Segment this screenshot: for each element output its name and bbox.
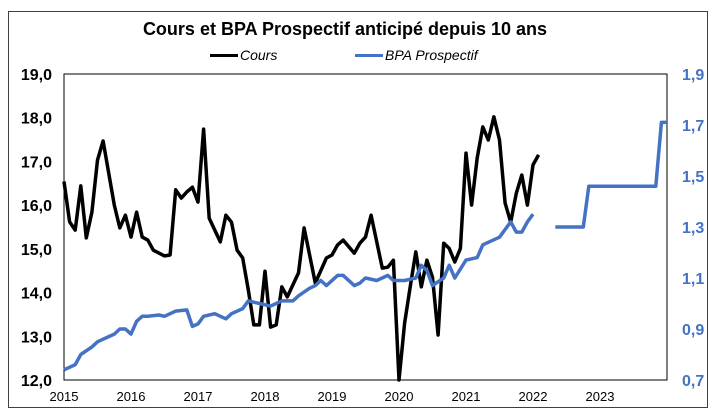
x-tick-label: 2017 — [184, 389, 213, 404]
plot-area — [63, 73, 668, 381]
x-tick-label: 2019 — [318, 389, 347, 404]
legend-swatch-cours — [210, 53, 238, 57]
y-right-tick-label: 1,1 — [682, 271, 704, 288]
x-tick-label: 2015 — [50, 389, 79, 404]
y-left-tick-label: 14,0 — [21, 286, 52, 303]
legend-swatch-bpa — [355, 53, 383, 57]
x-tick-label: 2021 — [452, 389, 481, 404]
chart-title: Cours et BPA Prospectif anticipé depuis … — [142, 19, 548, 39]
legend: Cours BPA Prospectif — [0, 47, 724, 67]
legend-label-cours: Cours — [240, 47, 278, 63]
x-tick-label: 2018 — [251, 389, 280, 404]
y-right-tick-label: 1,7 — [682, 118, 704, 135]
y-right-tick-label: 1,9 — [682, 67, 704, 84]
y-right-tick-label: 1,5 — [682, 169, 704, 186]
y-left-tick-label: 17,0 — [21, 154, 52, 171]
series-line-cours — [62, 115, 541, 382]
series-line-bpa-forecast — [555, 120, 667, 229]
y-right-tick-label: 0,9 — [682, 322, 704, 339]
legend-label-bpa: BPA Prospectif — [385, 47, 478, 63]
x-tick-label: 2016 — [117, 389, 146, 404]
legend-item-bpa: BPA Prospectif — [355, 47, 478, 63]
y-right-tick-label: 0,7 — [682, 373, 704, 390]
x-tick-label: 2020 — [385, 389, 414, 404]
y-left-tick-label: 18,0 — [21, 111, 52, 128]
y-right-tick-label: 1,3 — [682, 220, 704, 237]
y-left-tick-label: 15,0 — [21, 242, 52, 259]
x-tick-label: 2022 — [519, 389, 548, 404]
legend-item-cours: Cours — [210, 47, 277, 63]
y-left-tick-label: 19,0 — [21, 67, 52, 84]
y-left-tick-label: 16,0 — [21, 198, 52, 215]
x-tick-label: 2023 — [586, 389, 615, 404]
y-left-tick-label: 13,0 — [21, 329, 52, 346]
chart-frame — [8, 11, 708, 408]
y-left-tick-label: 12,0 — [21, 373, 52, 390]
